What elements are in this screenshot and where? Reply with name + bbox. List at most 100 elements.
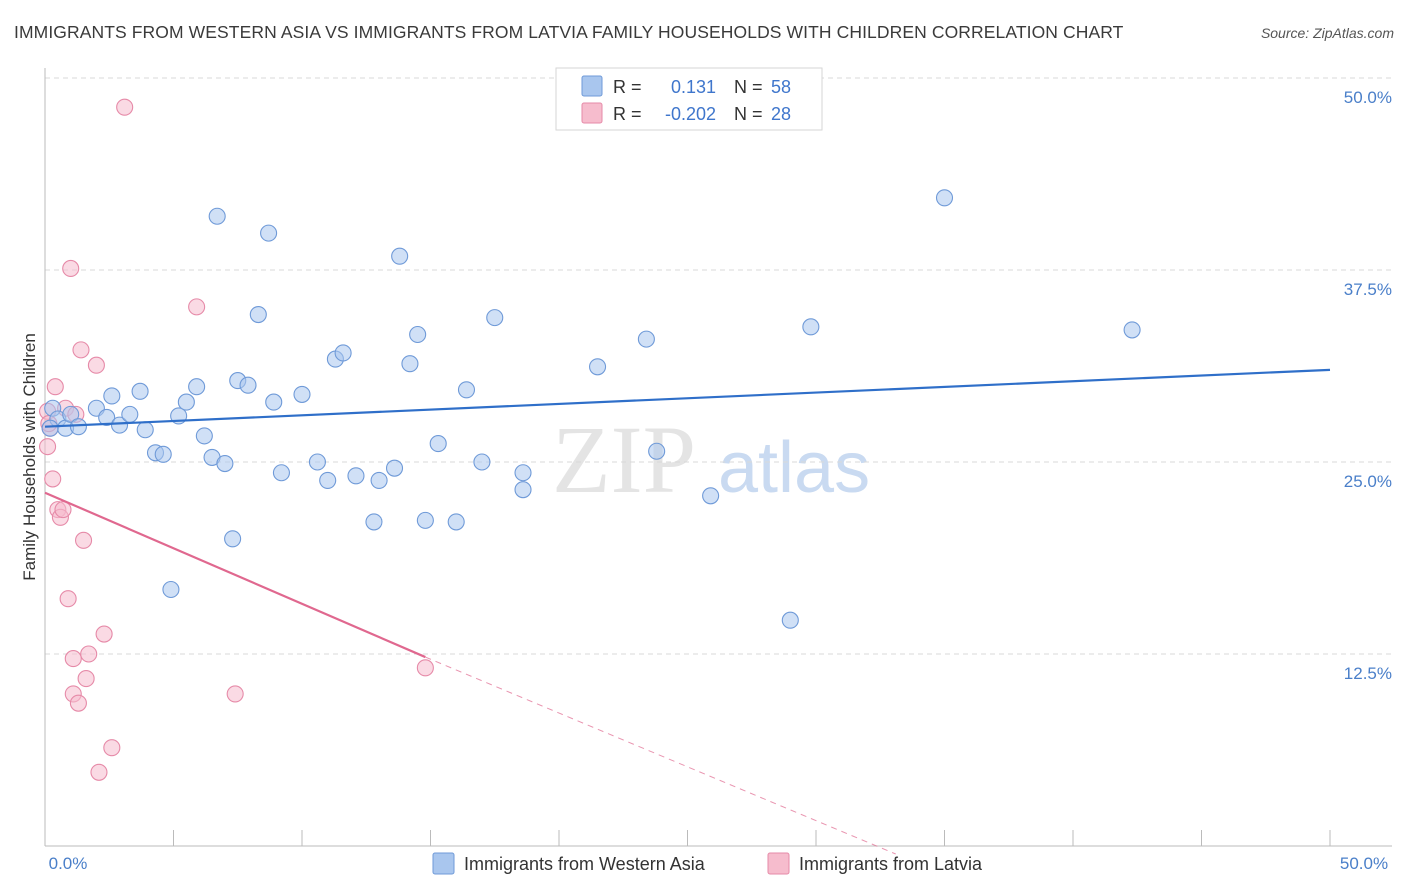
latvia-point — [75, 531, 93, 549]
western-asia-point — [103, 387, 121, 405]
western-asia-point — [401, 355, 419, 373]
western-asia-point — [514, 464, 532, 482]
latvia-point — [62, 259, 80, 278]
latvia-point — [188, 298, 206, 316]
western-asia-point — [365, 513, 383, 531]
legend-n-label-2: N = — [734, 104, 763, 124]
bottom-legend-swatch-western-asia — [432, 852, 455, 875]
bottom-legend-label-latvia: Immigrants from Latvia — [799, 854, 983, 874]
western-asia-point — [370, 471, 388, 489]
western-asia-point — [935, 189, 954, 207]
western-asia-point — [239, 376, 257, 394]
latvia-point — [39, 438, 57, 456]
legend-swatch-western-asia — [581, 75, 603, 97]
legend-r-label-2: R = — [613, 104, 642, 124]
western-asia-point — [416, 511, 434, 529]
western-asia-point — [154, 445, 172, 463]
western-asia-point — [136, 421, 154, 439]
latvia-point — [90, 763, 108, 781]
y-axis-label: Family Households with Children — [20, 333, 39, 581]
y-tick-labels: 12.5% 25.0% 37.5% 50.0% — [1344, 88, 1392, 683]
western-asia-point — [69, 418, 87, 436]
western-asia-point — [98, 408, 116, 427]
x-tick-label-min: 0.0% — [49, 854, 88, 873]
western-asia-point — [457, 381, 476, 399]
latvia-point — [80, 645, 98, 663]
axes — [44, 68, 1392, 847]
trend-lines — [44, 368, 1331, 855]
western-asia-point — [391, 247, 409, 265]
western-asia-point — [319, 471, 337, 489]
western-asia-points — [41, 189, 1141, 629]
western-asia-point — [177, 393, 195, 411]
latvia-point — [46, 378, 64, 396]
latvia-point — [116, 98, 134, 116]
latvia-point — [87, 356, 105, 374]
western-asia-point — [131, 382, 149, 400]
western-asia-trend-line — [44, 368, 1331, 428]
legend-n-value-2: 28 — [771, 104, 791, 124]
y-tick-label: 37.5% — [1344, 280, 1392, 299]
bottom-legend-swatch-latvia — [767, 852, 790, 875]
western-asia-point — [216, 454, 234, 473]
legend-n-label-1: N = — [734, 77, 763, 97]
y-tick-label: 12.5% — [1344, 664, 1392, 683]
western-asia-point — [162, 580, 180, 599]
western-asia-point — [347, 467, 365, 485]
chart-title: IMMIGRANTS FROM WESTERN ASIA VS IMMIGRAN… — [14, 22, 1124, 42]
western-asia-point — [514, 481, 532, 499]
western-asia-point — [334, 344, 352, 362]
western-asia-point — [121, 405, 139, 423]
latvia-trend-line — [44, 491, 426, 659]
western-asia-point — [62, 405, 80, 423]
latvia-points — [39, 98, 434, 781]
y-tick-label: 50.0% — [1344, 88, 1392, 107]
western-asia-point — [208, 207, 226, 225]
western-asia-point — [110, 416, 129, 434]
western-asia-point — [385, 459, 404, 477]
legend-r-value-1: 0.131 — [671, 77, 716, 97]
latvia-point — [95, 625, 113, 643]
western-asia-point — [473, 453, 491, 471]
latvia-point — [416, 659, 434, 677]
legend-r-label-1: R = — [613, 77, 642, 97]
western-asia-point — [1123, 321, 1141, 339]
legend-swatch-latvia — [581, 102, 603, 124]
x-tick-label-max: 50.0% — [1340, 854, 1388, 873]
western-asia-point — [195, 427, 213, 445]
bottom-legend-label-western-asia: Immigrants from Western Asia — [464, 854, 706, 874]
western-asia-point — [188, 378, 206, 396]
latvia-trend-line-extension — [425, 656, 896, 855]
y-tick-label: 25.0% — [1344, 472, 1392, 491]
western-asia-point — [260, 224, 278, 242]
western-asia-point — [447, 513, 465, 531]
western-asia-point — [702, 487, 720, 505]
western-asia-point — [308, 453, 326, 471]
latvia-point — [69, 694, 87, 712]
latvia-point — [103, 739, 121, 757]
western-asia-point — [265, 393, 283, 411]
x-ticks — [173, 830, 1331, 846]
western-asia-point — [588, 358, 607, 376]
latvia-point — [72, 341, 90, 359]
legend: R = 0.131 N = 58 R = -0.202 N = 28 — [555, 67, 823, 131]
western-asia-point — [224, 530, 242, 548]
legend-n-value-1: 58 — [771, 77, 791, 97]
western-asia-point — [429, 435, 447, 453]
western-asia-point — [781, 611, 799, 629]
western-asia-point — [409, 325, 427, 344]
watermark-zip: ZIP — [552, 406, 696, 513]
gridlines — [45, 77, 1392, 655]
latvia-point — [59, 590, 77, 608]
latvia-point — [64, 650, 82, 668]
western-asia-point — [648, 442, 666, 460]
latvia-point — [44, 470, 62, 488]
legend-r-value-2: -0.202 — [665, 104, 716, 124]
latvia-point — [77, 670, 95, 688]
watermark-atlas: atlas — [718, 428, 870, 508]
source-label: Source: ZipAtlas.com — [1260, 25, 1394, 41]
western-asia-point — [637, 330, 655, 348]
western-asia-point — [486, 309, 504, 327]
latvia-point — [226, 685, 244, 703]
western-asia-point — [41, 419, 59, 437]
